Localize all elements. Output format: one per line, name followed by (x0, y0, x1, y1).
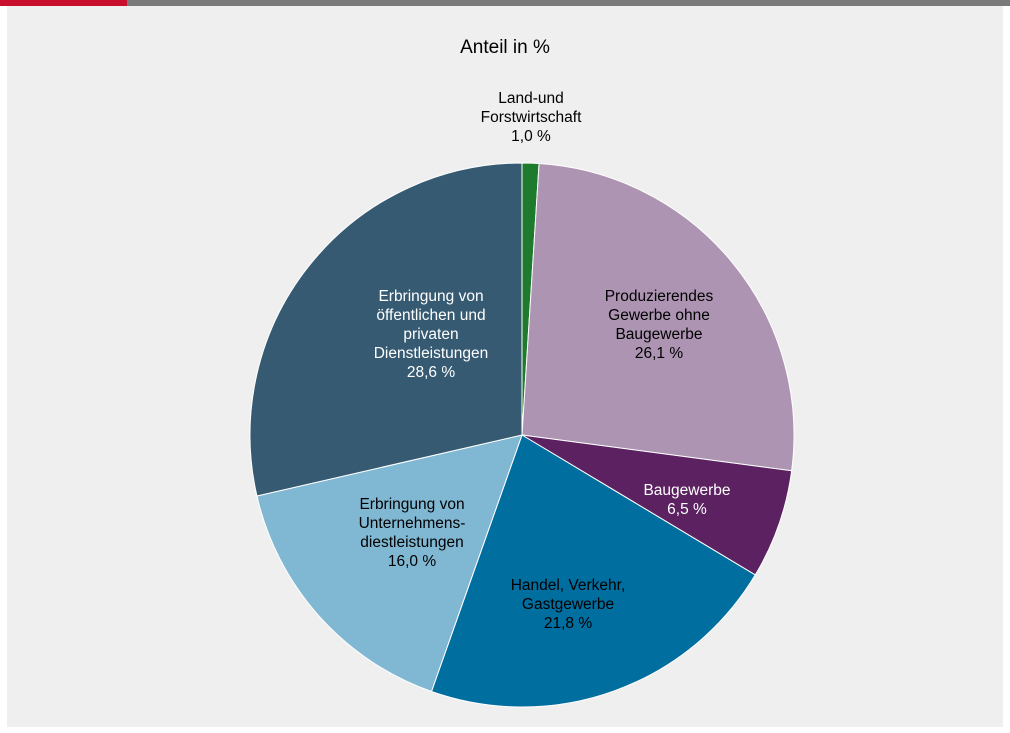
slice-label-line: Erbringung von (359, 496, 464, 513)
slice-label-line: 1,0 % (511, 128, 551, 145)
pie-slice (521, 434, 793, 576)
slice-label-line: Unternehmens- (359, 515, 466, 532)
slice-label-line: öffentlichen und (376, 307, 485, 324)
slice-label-line: Gewerbe ohne (608, 307, 710, 324)
slice-label-line: Gastgewerbe (522, 596, 614, 613)
slice-label-line: privaten (403, 326, 458, 343)
slice-label-line: 21,8 % (544, 615, 592, 632)
slice-label: Erbringung von Unternehmens-diestleistung… (359, 496, 466, 570)
slice-label-line: Baugewerbe (615, 326, 702, 343)
slice-label-line: 26,1 % (635, 345, 683, 362)
pie-slice (521, 163, 795, 472)
chart-title: Anteil in % (460, 37, 550, 58)
slice-label: Land-und Forstwirtschaft 1,0 % (481, 90, 582, 145)
pie-labels: Land-und Forstwirtschaft 1,0 % Produzierend… (359, 90, 731, 632)
slice-label-line: 6,5 % (667, 501, 707, 518)
slice-label-line: Forstwirtschaft (481, 109, 582, 126)
slice-label-line: Produzierendes (605, 288, 714, 305)
slice-label-line: 16,0 % (388, 553, 436, 570)
slice-label-line: diestleistungen (360, 534, 463, 551)
slice-label: Produzierendes Gewerbe ohne Baugewerbe 26,1… (605, 288, 714, 362)
slice-label: Baugewerbe 6,5 % (643, 482, 730, 518)
slice-label: Handel, Verkehr, Gastgewerbe 21,8 % (511, 577, 626, 632)
slice-label-line: Dienstleistungen (374, 345, 489, 362)
pie-slices (249, 162, 795, 708)
pie-slice (256, 434, 523, 693)
pie-slice (430, 434, 756, 708)
slice-label-line: 28,6 % (407, 364, 455, 381)
slice-label-line: Erbringung von (378, 288, 483, 305)
header-accent (0, 0, 127, 6)
slice-label-line: Handel, Verkehr, (511, 577, 626, 594)
pie-slice (249, 162, 523, 497)
slice-label-line: Baugewerbe (643, 482, 730, 499)
slice-label-line: Land-und (498, 90, 564, 107)
slice-label: Erbringung von öffentlichen und privaten Di… (374, 288, 489, 381)
header-bar (0, 0, 1010, 6)
